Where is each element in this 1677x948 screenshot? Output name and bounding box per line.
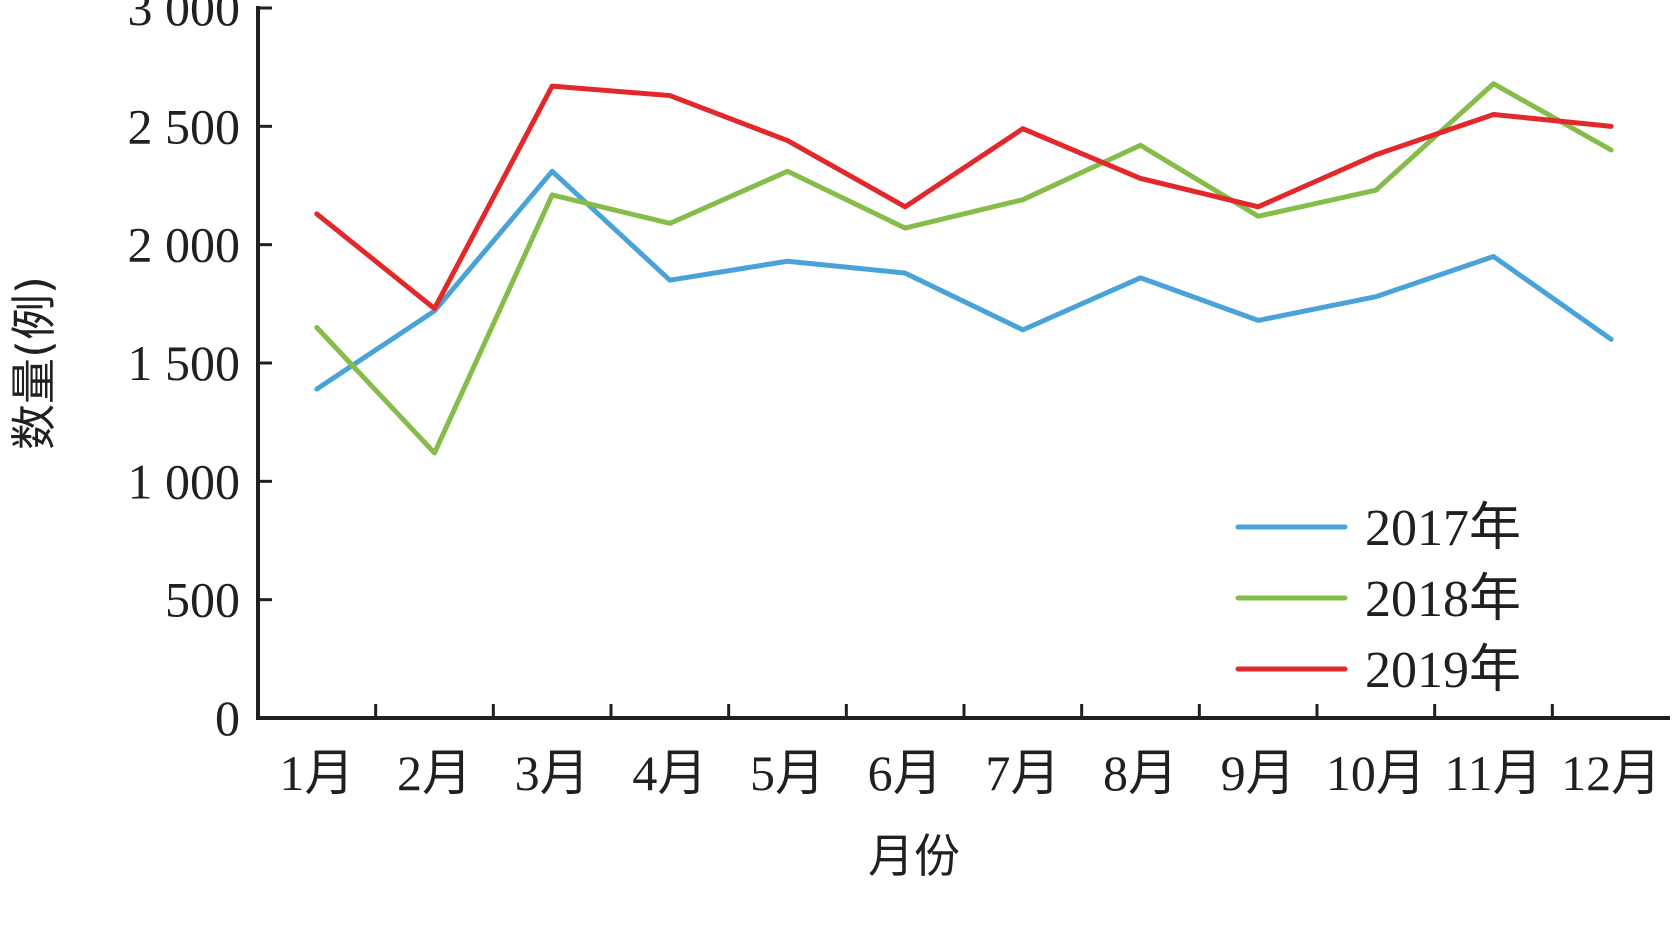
y-axis-title: 数量(例): [7, 276, 61, 450]
series-line-3: [314, 83, 1614, 312]
legend-label-3: 2019年: [1365, 642, 1521, 699]
series-line-1: [314, 168, 1614, 392]
y-tick-label: 2 000: [128, 217, 241, 273]
x-tick-label: 6月: [868, 745, 943, 801]
x-tick-label: 7月: [985, 745, 1060, 801]
x-tick-label: 4月: [632, 745, 707, 801]
series-line-2: [314, 81, 1614, 456]
legend-label-1: 2017年: [1365, 500, 1521, 557]
x-tick-label: 1月: [279, 745, 354, 801]
y-tick-label: 3 000: [128, 0, 241, 36]
x-tick-label: 12月: [1561, 745, 1661, 801]
x-tick-label: 8月: [1103, 745, 1178, 801]
y-tick-label: 2 500: [128, 98, 241, 154]
y-tick-label: 0: [215, 690, 240, 746]
legend: 2017年 2018年 2019年: [1235, 500, 1521, 699]
x-tick-label: 5月: [750, 745, 825, 801]
y-tick-label: 1 000: [128, 453, 241, 509]
y-ticks: 0 500 1 000 1 500 2 000 2 500 3 000: [128, 0, 272, 746]
x-tick-label: 11月: [1444, 745, 1542, 801]
x-ticks: 1月 2月 3月 4月 5月 6月 7月 8月 9月 10月 11月 12月: [279, 704, 1661, 801]
x-tick-label: 10月: [1326, 745, 1426, 801]
legend-label-2: 2018年: [1365, 571, 1521, 628]
x-tick-label: 3月: [515, 745, 590, 801]
x-tick-label: 9月: [1221, 745, 1296, 801]
y-tick-label: 1 500: [128, 335, 241, 391]
y-tick-label: 500: [165, 572, 240, 628]
series-lines: [314, 81, 1614, 456]
x-axis-title: 月份: [868, 829, 960, 883]
x-tick-label: 2月: [397, 745, 472, 801]
